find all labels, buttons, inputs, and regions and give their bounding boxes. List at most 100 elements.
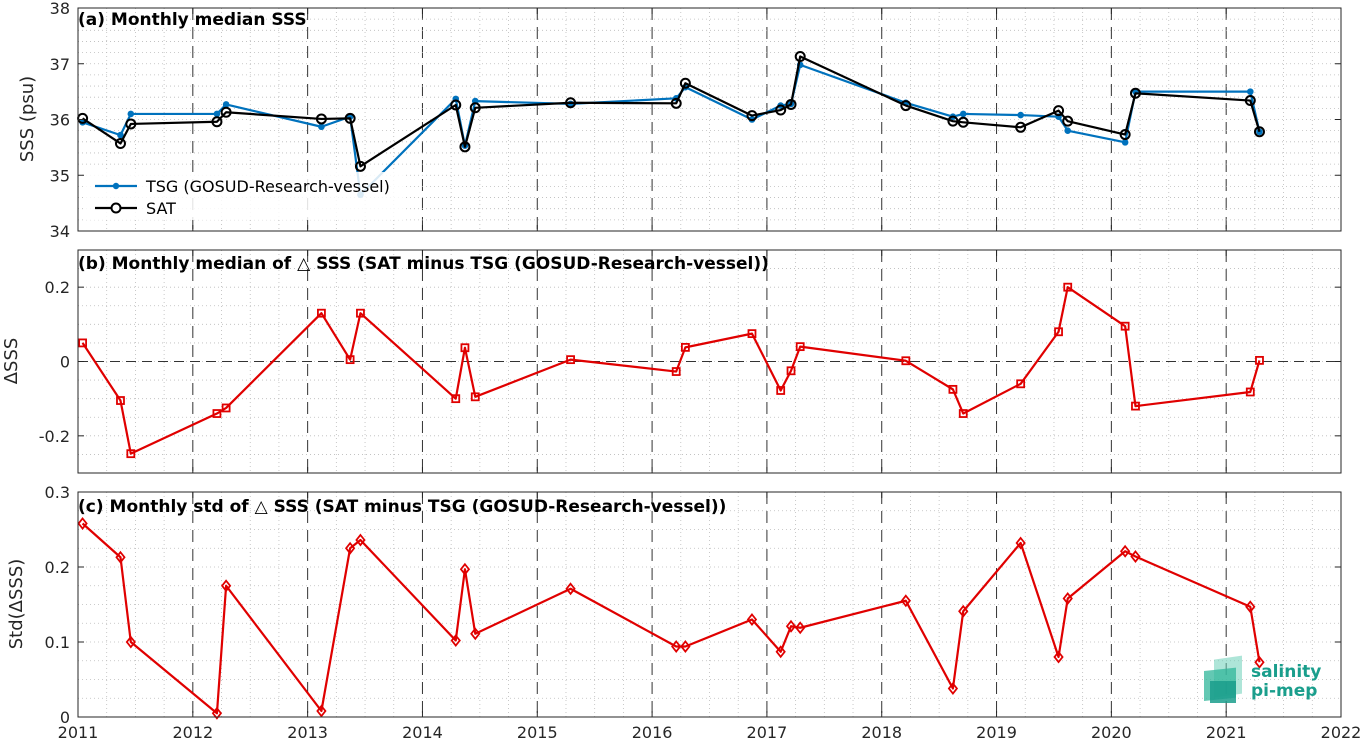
panel-b-ylabel: ΔSSS [1,338,22,385]
y-tick-label: 35 [50,166,70,185]
data-point [211,116,223,128]
data-point [785,619,797,633]
data-point [959,110,967,118]
y-tick-label: 0.1 [45,633,70,652]
y-tick-label: 0 [60,353,70,372]
panel-b-grid [78,250,1341,473]
panel-a-ylabel: SSS (psu) [17,76,38,162]
y-tick-label: 38 [50,0,70,18]
data-point [1130,550,1141,563]
data-point [795,342,805,352]
y-tick-label: 0.2 [45,278,70,297]
data-point [344,541,356,555]
data-point [1244,95,1256,107]
data-point [125,118,137,130]
data-point [1254,655,1265,669]
data-point [901,356,911,366]
series-line [81,522,1261,715]
data-point [1253,126,1265,138]
data-point [671,640,682,653]
data-point [470,392,480,402]
data-point [1245,387,1255,397]
data-point [565,582,576,596]
data-point [947,682,959,695]
data-point [747,329,757,339]
data-point [958,409,968,418]
data-point [1121,139,1129,146]
data-point [1062,592,1073,605]
data-point [1245,600,1256,614]
y-tick-label: 34 [50,222,70,241]
x-tick-label: 2017 [747,723,788,742]
salinity-pi-mep-logo: salinity pi-mep [1204,655,1321,703]
panel-c-y-ticks: 0 0.1 0.2 0.3 [45,483,1342,727]
data-point [470,627,481,641]
data-point [1129,87,1141,99]
panel-a-series [77,51,1265,199]
series-line [81,55,1261,168]
panel-b-delta-sss: -0.2 0 0.2 (b) Monthly median of △ SSS (SA… [1,249,1342,474]
data-point [469,102,481,114]
data-point [1054,327,1063,337]
x-tick-label: 2012 [172,723,213,742]
y-tick-label: 36 [50,111,70,130]
data-point [220,579,232,593]
x-tick-label: 2021 [1206,723,1247,742]
data-point [1053,105,1065,117]
data-point [671,367,681,376]
x-axis-ticks: 2011 2012 2013 2014 2015 2016 2017 2018 2019 2020… [58,723,1362,742]
data-point [565,97,577,109]
data-point [670,97,682,109]
data-point [1255,355,1264,365]
x-tick-label: 2015 [517,723,558,742]
data-point [212,409,222,418]
data-point [775,645,786,659]
data-point [1063,282,1073,292]
data-point [1053,650,1064,664]
data-point [459,141,471,153]
legend-box [84,172,404,220]
x-tick-label: 2019 [976,723,1017,742]
data-point [222,101,230,108]
data-point [315,113,327,125]
data-point [213,110,221,118]
data-point [795,621,806,635]
data-point [566,355,575,365]
y-tick-label: -0.2 [39,427,70,446]
panel-c-series [77,517,1265,720]
data-point [680,342,690,352]
data-point [126,449,136,459]
y-tick-label: 37 [50,55,70,74]
legend-sat-label: SAT [146,199,176,218]
data-point [746,110,758,122]
data-point [794,51,806,63]
data-point [211,706,223,720]
data-point [746,613,758,626]
data-point [125,635,136,649]
data-point [317,308,326,318]
data-point [1015,536,1026,550]
data-point [450,99,462,111]
data-point [947,115,959,127]
x-tick-label: 2018 [861,723,902,742]
data-point [344,112,356,124]
data-point [785,98,797,110]
data-point [1119,544,1131,558]
data-point [220,106,232,118]
data-point [1017,111,1024,119]
data-point [355,533,366,547]
data-point [450,634,461,647]
panel-a-y-ticks: 34 35 36 37 38 [50,0,1342,241]
x-tick-label: 2016 [632,723,673,742]
data-point [77,517,88,530]
data-point [354,160,366,172]
data-point [958,604,969,618]
data-point [1064,127,1072,134]
data-point [460,343,470,353]
data-point [775,104,787,116]
data-point [221,403,231,413]
panel-a-title: (a) Monthly median SSS [78,10,307,30]
data-point [1119,129,1131,141]
panel-b-y-ticks: -0.2 0 0.2 [39,250,1342,473]
